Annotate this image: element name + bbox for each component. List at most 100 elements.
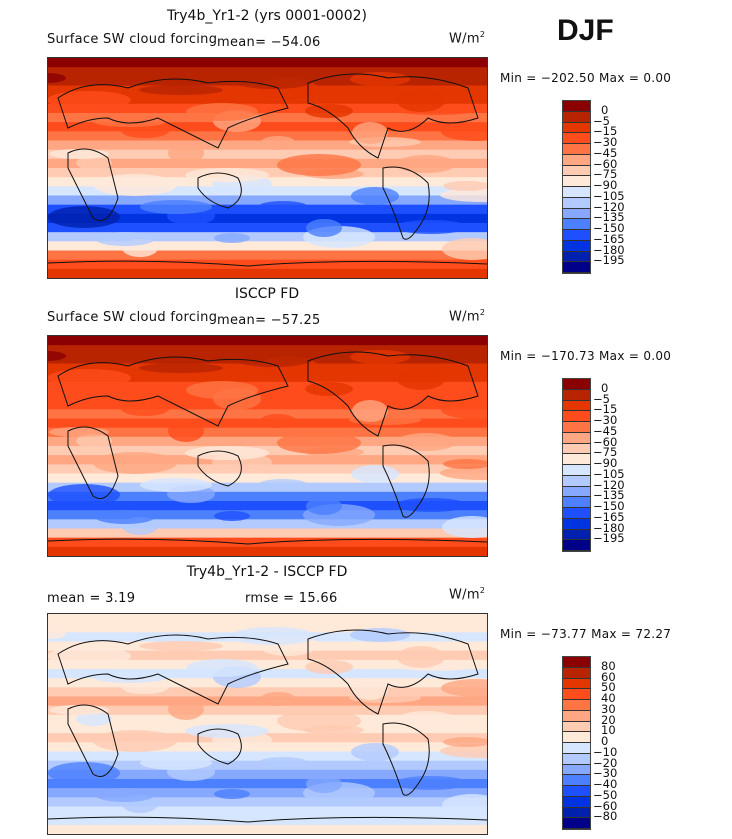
colorbar-swatch bbox=[563, 486, 590, 498]
panel-title: Try4b_Yr1-2 (yrs 0001-0002) bbox=[167, 8, 367, 24]
contour-map bbox=[47, 613, 488, 835]
contour-blob bbox=[214, 789, 250, 799]
colorbar-label: −30 bbox=[593, 135, 618, 149]
colorbar-label: −5 bbox=[593, 391, 610, 406]
contour-blob bbox=[95, 232, 155, 246]
colorbar-label: −20 bbox=[593, 755, 618, 770]
colorbar bbox=[562, 656, 591, 830]
colorbar-swatch bbox=[563, 710, 590, 722]
contour-blob bbox=[441, 123, 487, 141]
panel-title: Try4b_Yr1-2 - ISCCP FD bbox=[186, 564, 348, 580]
colorbar-label: −5 bbox=[593, 113, 610, 128]
colorbar-swatch bbox=[563, 786, 590, 797]
contour-blob bbox=[395, 776, 467, 790]
contour-blob bbox=[440, 466, 487, 480]
colorbar-label: −105 bbox=[593, 466, 625, 481]
colorbar-swatch bbox=[563, 389, 590, 401]
contour-band bbox=[48, 491, 487, 502]
contour-blob bbox=[442, 794, 487, 816]
contour-blob bbox=[49, 705, 109, 715]
colorbar-swatch bbox=[563, 411, 590, 422]
contour-blob bbox=[49, 149, 109, 159]
colorbar-swatch bbox=[563, 197, 590, 209]
coastlines bbox=[48, 351, 487, 545]
colorbar-swatch bbox=[563, 133, 590, 144]
colorbar-label: −135 bbox=[593, 210, 625, 225]
panel-subtitle: Surface SW cloud forcing bbox=[47, 32, 218, 47]
contour-band bbox=[48, 714, 487, 725]
colorbar-label: −195 bbox=[593, 531, 625, 546]
contour-blob bbox=[260, 692, 296, 706]
units-exponent: 2 bbox=[479, 308, 486, 317]
contour-blob bbox=[48, 647, 131, 665]
contour-blob bbox=[306, 497, 342, 515]
contour-blob bbox=[185, 446, 269, 460]
contour-blob bbox=[260, 414, 296, 428]
colorbar-label: −180 bbox=[593, 242, 625, 257]
colorbar-swatch bbox=[563, 818, 590, 829]
contour-blob bbox=[397, 90, 445, 112]
colorbar-label: −120 bbox=[593, 199, 625, 214]
colorbar-swatch bbox=[563, 219, 590, 230]
colorbar-label: −60 bbox=[593, 156, 618, 171]
colorbar-label: −10 bbox=[593, 744, 618, 759]
panel-mean: mean= −57.25 bbox=[217, 313, 321, 328]
contour-band bbox=[48, 232, 487, 243]
min-max-label: Min = −202.50 Max = 0.00 bbox=[500, 71, 672, 85]
contour-blob bbox=[121, 680, 169, 694]
colorbar-swatch bbox=[563, 529, 590, 541]
contour-band bbox=[48, 400, 487, 411]
colorbar-swatch bbox=[563, 732, 590, 743]
contour-blob bbox=[396, 711, 456, 729]
contour-band bbox=[48, 742, 487, 753]
contour-band bbox=[48, 724, 487, 735]
contour-band bbox=[48, 678, 487, 689]
contour-blob bbox=[277, 710, 361, 732]
contour-blob bbox=[441, 401, 487, 419]
contour-blob bbox=[259, 479, 307, 489]
colorbar-swatch bbox=[563, 807, 590, 819]
contour-blob bbox=[259, 757, 307, 767]
colorbar-label: −30 bbox=[593, 413, 618, 427]
min-max-label: Min = −170.73 Max = 0.00 bbox=[500, 349, 672, 363]
units-base: W/m bbox=[449, 31, 480, 47]
colorbar-label: 20 bbox=[601, 712, 616, 727]
colorbar-swatch bbox=[563, 475, 590, 487]
colorbar-label: −195 bbox=[593, 253, 625, 268]
contour-blob bbox=[121, 124, 169, 138]
contour-band bbox=[48, 427, 487, 438]
colorbar-swatch bbox=[563, 454, 590, 465]
contour-band bbox=[48, 131, 487, 142]
contour-band bbox=[48, 501, 487, 512]
colorbar-label: −120 bbox=[593, 477, 625, 492]
contour-blob bbox=[139, 363, 223, 373]
colorbar-label: −45 bbox=[593, 145, 618, 160]
units-base: W/m bbox=[449, 309, 480, 325]
contour-band bbox=[48, 769, 487, 780]
colorbar-swatch bbox=[563, 165, 590, 177]
contour-blob bbox=[352, 678, 388, 700]
contour-band bbox=[48, 669, 487, 680]
colorbar-label: 40 bbox=[601, 691, 616, 705]
panel-mean: mean= −54.06 bbox=[217, 35, 321, 50]
contour-blob bbox=[95, 788, 155, 802]
contour-band bbox=[48, 213, 487, 224]
colorbar-label: 60 bbox=[601, 669, 616, 684]
colorbar-label: 0 bbox=[601, 734, 609, 748]
colorbar-label: −165 bbox=[593, 509, 625, 524]
colorbar-swatch bbox=[563, 240, 590, 252]
contour-blob bbox=[48, 762, 120, 784]
contour-blob bbox=[48, 369, 131, 387]
colorbar-label: 0 bbox=[601, 380, 609, 395]
colorbar-swatch bbox=[563, 432, 590, 444]
colorbar-label: −15 bbox=[593, 402, 618, 417]
colorbar-swatch bbox=[563, 379, 590, 390]
contour-blob bbox=[48, 629, 66, 639]
colorbar-swatch bbox=[563, 144, 590, 155]
contour-band bbox=[48, 113, 487, 124]
colorbar-label: −105 bbox=[593, 188, 625, 203]
contour-band bbox=[48, 614, 487, 625]
contour-blob bbox=[396, 155, 456, 173]
contour-blob bbox=[306, 775, 342, 793]
contour-band bbox=[48, 58, 487, 69]
